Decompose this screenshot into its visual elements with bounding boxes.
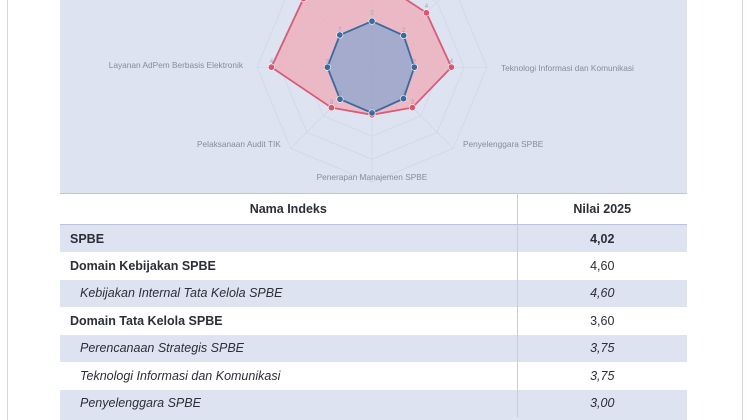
svg-text:4: 4: [450, 59, 454, 65]
svg-text:4: 4: [425, 4, 429, 10]
